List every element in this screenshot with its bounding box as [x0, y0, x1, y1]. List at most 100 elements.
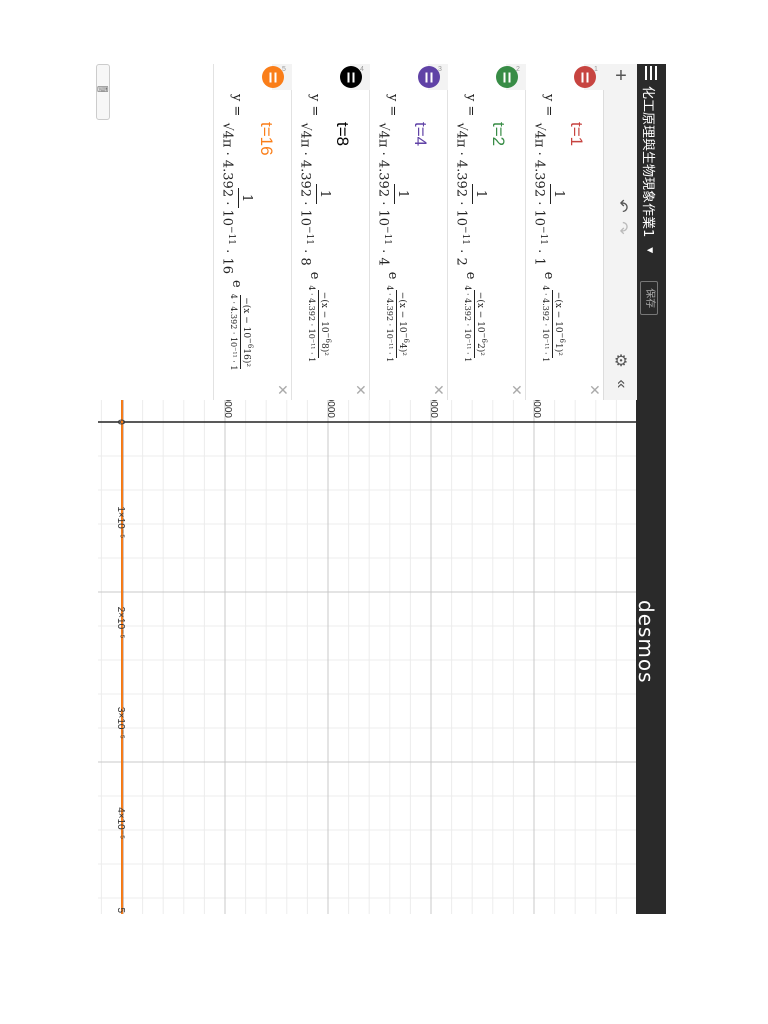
formula-den-exp: −11 — [460, 226, 470, 246]
formula-lhs: y = — [385, 94, 401, 117]
formula-exp-num-prefix: −(x − 10 — [397, 291, 407, 333]
expression-formula[interactable]: y = 1 √4π · 4.392 · 10−11 · 16 e −(x − 1… — [220, 94, 254, 374]
formula-den-exp: −11 — [226, 226, 236, 246]
formula-fraction: 1 √4π · 4.392 · 10−11 · 8 — [298, 118, 332, 269]
formula-den-prefix: √4π · 4.392 · 10 — [297, 122, 313, 227]
formula-e: e — [541, 271, 557, 280]
expression-row[interactable]: 5 y = 1 √4π · 4.392 · 10−11 · 16 e −(x −… — [213, 64, 292, 400]
formula-den-mid: · — [219, 245, 235, 258]
formula-numerator: 1 — [394, 183, 410, 205]
close-icon[interactable]: ✕ — [511, 382, 523, 398]
formula-denominator: √4π · 4.392 · 10−11 · 16 — [220, 118, 238, 278]
expression-number: 1 — [594, 66, 598, 73]
expression-formula[interactable]: y = 1 √4π · 4.392 · 10−11 · 8 e −(x − 10… — [298, 94, 332, 366]
collapse-panel-icon[interactable]: « — [613, 379, 630, 389]
curve-color-icon[interactable] — [418, 66, 440, 88]
formula-exp-num-exp: −6 — [558, 332, 566, 343]
x-tick-label: 2×10⁻⁵ — [115, 607, 126, 639]
close-icon[interactable]: ✕ — [589, 382, 601, 398]
formula-den-mid: · — [453, 245, 469, 258]
formula-exp-num-prefix: −(x − 10 — [553, 291, 563, 333]
expression-number: 5 — [282, 66, 286, 73]
curve-label: t=8 — [333, 122, 352, 147]
expression-number: 2 — [516, 66, 520, 73]
formula-den-prefix: √4π · 4.392 · 10 — [453, 122, 469, 227]
desmos-logo: desmos — [634, 600, 658, 684]
expression-formula[interactable]: y = 1 √4π · 4.392 · 10−11 · 4 e −(x − 10… — [376, 94, 410, 366]
formula-exp-num-prefix: −(x − 10 — [241, 297, 251, 339]
expression-number: 4 — [360, 66, 364, 73]
chevron-down-icon[interactable]: ▼ — [644, 245, 655, 256]
undo-icon[interactable]: ↶ — [613, 199, 630, 213]
formula-exp-denominator: 4 · 4.392 · 10⁻¹¹ · 1 — [385, 285, 394, 363]
formula-numerator: 1 — [472, 183, 488, 205]
curve-color-icon[interactable] — [262, 66, 284, 88]
formula-exp-num-prefix: −(x − 10 — [475, 291, 485, 333]
graph-canvas[interactable]: 10000 20000 30000 40000 50000 0 1×10⁻⁵ 2×10⁻⁵ 3×… — [98, 400, 636, 914]
add-expression-button[interactable]: + — [615, 65, 627, 87]
close-icon[interactable]: ✕ — [355, 382, 367, 398]
formula-exp-num-exp: −6 — [324, 332, 332, 343]
formula-exp-num-suffix: )² — [319, 348, 329, 356]
formula-den-exp: −11 — [382, 226, 392, 246]
expression-row[interactable]: 2 y = 1 √4π · 4.392 · 10−11 · 2 e −(x − … — [447, 64, 526, 400]
formula-exponent: −(x − 10−616)² 4 · 4.392 · 10⁻¹¹ · 1 — [229, 290, 254, 375]
expression-row[interactable]: 3 y = 1 √4π · 4.392 · 10−11 · 4 e −(x − … — [369, 64, 448, 400]
save-button[interactable]: 保存 — [640, 281, 659, 316]
graph-title[interactable]: 化工原理與生物現象作業1 — [640, 86, 655, 238]
formula-denominator: √4π · 4.392 · 10−11 · 2 — [454, 118, 472, 269]
curve-color-icon[interactable] — [340, 66, 362, 88]
keyboard-button[interactable]: ⌨ — [96, 64, 110, 120]
formula-exp-num-suffix: )² — [241, 359, 251, 367]
formula-fraction: 1 √4π · 4.392 · 10−11 · 2 — [454, 118, 488, 269]
formula-denominator: √4π · 4.392 · 10−11 · 1 — [532, 118, 550, 269]
gear-icon[interactable]: ⚙ — [613, 353, 629, 370]
curve-label: t=2 — [489, 122, 508, 147]
formula-exp-denominator: 4 · 4.392 · 10⁻¹¹ · 1 — [541, 285, 550, 363]
formula-den-prefix: √4π · 4.392 · 10 — [531, 122, 547, 227]
expression-formula[interactable]: y = 1 √4π · 4.392 · 10−11 · 2 e −(x − 10… — [454, 94, 488, 366]
expression-number: 3 — [438, 66, 442, 73]
formula-den-mid: · — [531, 245, 547, 258]
formula-exp-denominator: 4 · 4.392 · 10⁻¹¹ · 1 — [307, 285, 316, 363]
formula-t-value: 1 — [531, 257, 547, 266]
formula-lhs: y = — [463, 94, 479, 117]
formula-fraction: 1 √4π · 4.392 · 10−11 · 16 — [220, 118, 254, 278]
expression-formula[interactable]: y = 1 √4π · 4.392 · 10−11 · 1 e −(x − 10… — [532, 94, 566, 366]
formula-t-value: 16 — [219, 257, 235, 274]
formula-den-exp: −11 — [304, 226, 314, 246]
curve-color-icon[interactable] — [574, 66, 596, 88]
formula-exp-t: 16 — [241, 348, 251, 360]
formula-e: e — [385, 271, 401, 280]
expression-list-empty-area[interactable] — [98, 64, 212, 400]
formula-exp-num-exp: −6 — [402, 332, 410, 343]
formula-lhs: y = — [229, 94, 245, 117]
formula-numerator: 1 — [316, 183, 332, 205]
expression-row[interactable]: 4 y = 1 √4π · 4.392 · 10−11 · 8 e −(x − … — [291, 64, 370, 400]
formula-den-exp: −11 — [538, 226, 548, 246]
x-tick-label: 0 — [115, 419, 126, 425]
formula-exp-num-exp: −6 — [480, 332, 488, 343]
formula-exp-denominator: 4 · 4.392 · 10⁻¹¹ · 1 — [463, 285, 472, 363]
formula-exp-num-suffix: )² — [397, 348, 407, 356]
formula-exp-num-prefix: −(x − 10 — [319, 291, 329, 333]
redo-icon[interactable]: ↷ — [613, 221, 630, 235]
curve-color-icon[interactable] — [496, 66, 518, 88]
formula-exp-denominator: 4 · 4.392 · 10⁻¹¹ · 1 — [229, 293, 238, 371]
formula-t-value: 4 — [375, 257, 391, 266]
formula-numerator: 1 — [550, 183, 566, 205]
close-icon[interactable]: ✕ — [277, 382, 289, 398]
formula-exp-numerator: −(x − 10−616)² — [240, 295, 254, 369]
formula-fraction: 1 √4π · 4.392 · 10−11 · 4 — [376, 118, 410, 269]
close-icon[interactable]: ✕ — [433, 382, 445, 398]
formula-exp-numerator: −(x − 10−64)² — [396, 289, 410, 358]
formula-den-prefix: √4π · 4.392 · 10 — [375, 122, 391, 227]
x-tick-label: 4×10⁻⁵ — [115, 807, 126, 839]
formula-den-mid: · — [297, 245, 313, 258]
expression-row[interactable]: 1 y = 1 √4π · 4.392 · 10−11 · 1 e −(x − … — [525, 64, 604, 400]
curve-label: t=1 — [567, 122, 586, 147]
hamburger-menu-icon[interactable] — [645, 66, 659, 80]
curve-label: t=4 — [411, 122, 430, 147]
formula-e: e — [229, 279, 245, 288]
formula-lhs: y = — [541, 94, 557, 117]
